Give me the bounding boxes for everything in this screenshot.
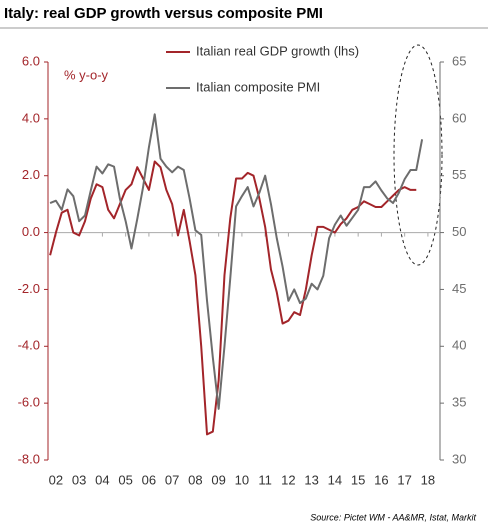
x-tick-label: 12 [281,472,295,487]
x-tick-label: 13 [304,472,318,487]
x-tick-label: 17 [397,472,411,487]
x-tick-label: 18 [421,472,435,487]
legend-label: Italian real GDP growth (lhs) [196,43,359,58]
y-tick-label: -6.0 [18,395,40,410]
y-tick-label: -2.0 [18,281,40,296]
chart-title: Italy: real GDP growth versus composite … [4,5,323,22]
highlight-ellipse [393,44,443,266]
y-tick-label: -8.0 [18,451,40,466]
y2-tick-label: 55 [452,167,466,182]
y2-tick-label: 60 [452,110,466,125]
x-tick-label: 16 [374,472,388,487]
x-tick-label: 07 [165,472,179,487]
y2-tick-label: 50 [452,224,466,239]
y-tick-label: 0.0 [22,224,40,239]
series-line [49,160,417,436]
y2-tick-label: 30 [452,451,466,466]
y2-tick-label: 40 [452,338,466,353]
x-tick-label: 09 [211,472,225,487]
y-tick-label: 2.0 [22,167,40,182]
x-tick-label: 04 [95,472,109,487]
x-tick-label: 05 [118,472,132,487]
y2-tick-label: 65 [452,53,466,68]
y2-tick-label: 45 [452,281,466,296]
series-line [49,113,424,410]
y-tick-label: -4.0 [18,338,40,353]
y2-tick-label: 35 [452,395,466,410]
source-note: Source: Pictet WM - AA&MR, Istat, Markit [310,512,476,522]
x-tick-label: 03 [72,472,86,487]
y-tick-label: 4.0 [22,110,40,125]
x-tick-label: 08 [188,472,202,487]
x-tick-label: 14 [328,472,342,487]
x-tick-label: 06 [142,472,156,487]
x-tick-label: 11 [258,472,272,487]
y-tick-label: 6.0 [22,53,40,68]
y-axis-label: % y-o-y [64,67,109,82]
x-tick-label: 10 [235,472,249,487]
x-tick-label: 02 [49,472,63,487]
x-tick-label: 15 [351,472,365,487]
legend-label: Italian composite PMI [196,79,320,94]
